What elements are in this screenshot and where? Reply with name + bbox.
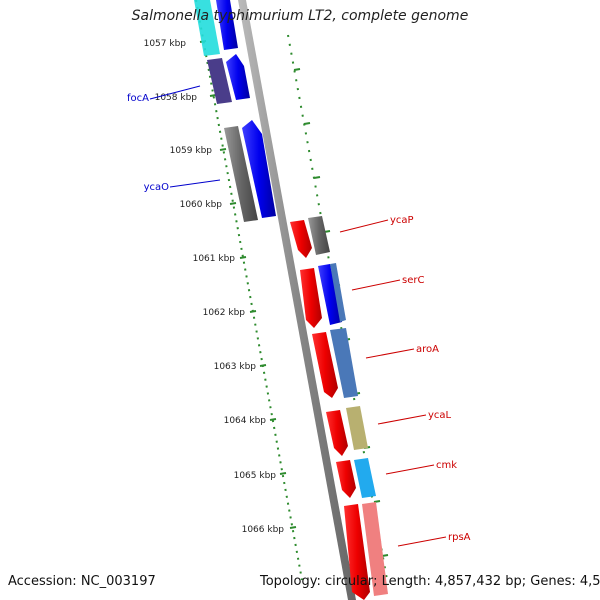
feature-cmk-gene[interactable]	[336, 460, 356, 498]
feature-pink[interactable]	[362, 502, 388, 596]
tick-mark	[289, 526, 297, 529]
leader-line	[377, 414, 427, 425]
feature-ycao-gene[interactable]	[224, 126, 258, 222]
gene-label-serc[interactable]: serC	[402, 275, 424, 286]
tick-mark	[249, 310, 257, 313]
tick-label: 1066 kbp	[242, 525, 285, 535]
feature-skyblue[interactable]	[354, 458, 376, 498]
tick-label: 1057 kbp	[144, 39, 187, 49]
tick-label: 1065 kbp	[234, 471, 277, 481]
feature-ycap-gene[interactable]	[290, 220, 312, 258]
feature-foca-gene[interactable]	[207, 58, 232, 104]
tick-mark	[269, 418, 277, 421]
gene-label-foca[interactable]: focA	[127, 93, 149, 104]
tick-label: 1063 kbp	[214, 362, 257, 372]
gene-label-aroa[interactable]: aroA	[416, 344, 439, 355]
tick-label: 1062 kbp	[203, 308, 246, 318]
feature-olive[interactable]	[346, 406, 368, 450]
feature-rpsa-gene[interactable]	[344, 504, 370, 600]
feature-blue[interactable]	[242, 120, 276, 218]
feature-cyan[interactable]	[194, 0, 220, 56]
feature-blue[interactable]	[226, 54, 250, 100]
tick-label: 1061 kbp	[193, 254, 236, 264]
leader-line	[365, 348, 415, 359]
leader-line	[339, 219, 389, 233]
feature-gray[interactable]	[308, 216, 330, 255]
tick-marks	[199, 40, 297, 529]
feature-steelblue[interactable]	[330, 328, 358, 398]
tick-label: 1059 kbp	[170, 146, 213, 156]
leader-line	[351, 279, 401, 291]
leader-line	[149, 85, 201, 100]
feature-blue[interactable]	[216, 0, 238, 50]
genome-summary-text: Topology: circular; Length: 4,857,432 bp…	[260, 574, 600, 589]
genome-backbone	[238, 0, 356, 600]
tick-label: 1058 kbp	[155, 93, 198, 103]
leader-line	[385, 464, 435, 475]
feature-steelblue[interactable]	[330, 263, 346, 322]
feature-serc-gene[interactable]	[300, 268, 322, 328]
tick-mark	[229, 202, 237, 205]
accession-text: Accession: NC_003197	[8, 574, 156, 589]
gene-label-rpsa[interactable]: rpsA	[448, 532, 471, 543]
leader-line	[169, 179, 221, 188]
feature-blue[interactable]	[318, 264, 342, 325]
gene-label-ycap[interactable]: ycaP	[390, 215, 414, 226]
tick-mark	[239, 256, 247, 259]
map-title: Salmonella typhimurium LT2, complete gen…	[131, 8, 469, 24]
gene-label-ycao[interactable]: ycaO	[144, 182, 170, 193]
tick-mark	[219, 148, 227, 151]
gene-label-cmk[interactable]: cmk	[436, 460, 457, 471]
feature-ycal-gene[interactable]	[326, 410, 348, 456]
tick-label: 1064 kbp	[224, 416, 267, 426]
tick-mark	[279, 472, 287, 475]
feature-aroa-gene[interactable]	[312, 332, 338, 398]
inner-tick-track	[195, 0, 303, 581]
tick-mark	[259, 364, 267, 367]
leader-line	[397, 536, 447, 547]
tick-label: 1060 kbp	[180, 200, 223, 210]
gene-label-ycal[interactable]: ycaL	[428, 410, 452, 421]
